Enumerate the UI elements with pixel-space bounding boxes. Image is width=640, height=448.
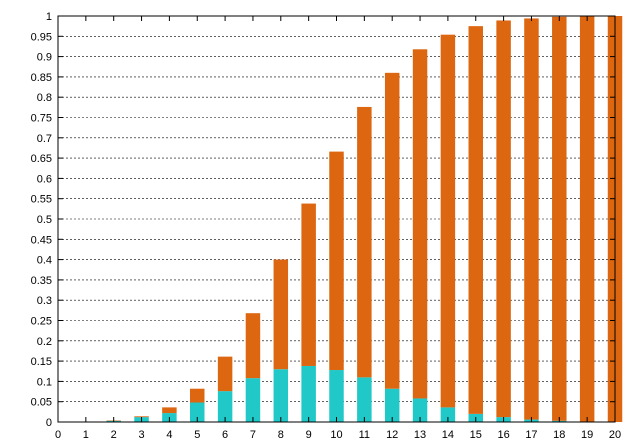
y-tick-label: 0.7 bbox=[37, 133, 52, 145]
bar-segment-series-1 bbox=[440, 407, 456, 422]
x-tick-label: 1 bbox=[83, 429, 89, 441]
bar-segment-series-2 bbox=[273, 259, 289, 370]
x-tick-label: 6 bbox=[222, 429, 228, 441]
y-tick-label: 0.4 bbox=[37, 255, 52, 267]
y-tick-label: 0.2 bbox=[37, 336, 52, 348]
bar-segment-series-2 bbox=[134, 416, 149, 418]
x-tick-label: 9 bbox=[306, 429, 312, 441]
bar-segment-series-1 bbox=[245, 378, 261, 422]
x-tick-label: 7 bbox=[250, 429, 256, 441]
bar-segment-series-2 bbox=[217, 356, 233, 392]
x-tick-label: 14 bbox=[442, 429, 454, 441]
bar-segment-series-2 bbox=[384, 72, 400, 389]
bar-segment-series-2 bbox=[440, 34, 456, 408]
x-tick-label: 12 bbox=[386, 429, 398, 441]
bar-segment-series-2 bbox=[524, 18, 539, 420]
y-tick-label: 1 bbox=[46, 11, 52, 23]
x-tick-label: 2 bbox=[111, 429, 117, 441]
x-tick-label: 19 bbox=[581, 429, 593, 441]
y-tick-label: 0.8 bbox=[37, 92, 52, 104]
x-tick-label: 10 bbox=[330, 429, 342, 441]
y-tick-label: 0.15 bbox=[31, 356, 52, 368]
y-tick-label: 0.85 bbox=[31, 72, 52, 84]
bar-segment-series-2 bbox=[357, 106, 372, 378]
y-tick-label: 0.9 bbox=[37, 52, 52, 64]
y-tick-label: 0.65 bbox=[31, 153, 52, 165]
bar-segment-series-1 bbox=[273, 369, 289, 422]
bar-segment-series-1 bbox=[217, 391, 233, 422]
bar-segment-series-1 bbox=[412, 398, 428, 422]
y-tick-label: 0.25 bbox=[31, 316, 52, 328]
x-tick-label: 4 bbox=[166, 429, 172, 441]
x-tick-label: 16 bbox=[497, 429, 509, 441]
y-tick-label: 0.3 bbox=[37, 295, 52, 307]
bar-segment-series-2 bbox=[412, 49, 428, 399]
bar-segment-series-2 bbox=[301, 203, 316, 366]
y-tick-label: 0.45 bbox=[31, 234, 52, 246]
x-tick-label: 17 bbox=[525, 429, 537, 441]
y-tick-label: 0.5 bbox=[37, 214, 52, 226]
y-tick-label: 0.55 bbox=[31, 194, 52, 206]
x-tick-label: 8 bbox=[278, 429, 284, 441]
x-axis: 0 1 2 3 4 5 6 7 8 9 10 11 12 13 14 15 16 17 18 19 20 bbox=[55, 16, 621, 441]
bars bbox=[106, 16, 623, 422]
bar-segment-series-2 bbox=[552, 16, 567, 421]
grid-lines bbox=[58, 35, 615, 403]
x-tick-label: 3 bbox=[138, 429, 144, 441]
y-tick-label: 0.1 bbox=[37, 376, 52, 388]
bar-segment-series-2 bbox=[579, 16, 595, 422]
bar-segment-series-2 bbox=[468, 26, 483, 414]
y-tick-label: 0.95 bbox=[31, 31, 52, 43]
x-tick-label: 0 bbox=[55, 429, 61, 441]
bar-segment-series-2 bbox=[190, 388, 205, 403]
bar-segment-series-1 bbox=[384, 388, 400, 422]
x-tick-label: 5 bbox=[194, 429, 200, 441]
bar-segment-series-1 bbox=[357, 377, 372, 422]
y-axis: 0 0.05 0.1 0.15 0.2 0.25 0.3 0.35 0.4 0.45 0.5 0.55… bbox=[31, 11, 615, 429]
bar-segment-series-2 bbox=[245, 313, 261, 379]
bar-segment-series-1 bbox=[190, 402, 205, 422]
x-tick-label: 11 bbox=[359, 429, 370, 441]
bar-segment-series-2 bbox=[329, 151, 344, 371]
x-tick-label: 20 bbox=[609, 429, 621, 441]
bar-segment-series-1 bbox=[329, 370, 344, 422]
x-tick-label: 18 bbox=[553, 429, 565, 441]
x-tick-label: 13 bbox=[414, 429, 426, 441]
y-tick-label: 0 bbox=[46, 417, 52, 429]
y-tick-label: 0.05 bbox=[31, 397, 52, 409]
bar-segment-series-2 bbox=[162, 407, 177, 414]
y-tick-label: 0.35 bbox=[31, 275, 52, 287]
x-tick-label: 15 bbox=[470, 429, 482, 441]
bar-segment-series-2 bbox=[496, 20, 511, 418]
bar-segment-series-1 bbox=[301, 365, 316, 422]
y-tick-label: 0.75 bbox=[31, 113, 52, 125]
y-tick-label: 0.6 bbox=[37, 173, 52, 185]
